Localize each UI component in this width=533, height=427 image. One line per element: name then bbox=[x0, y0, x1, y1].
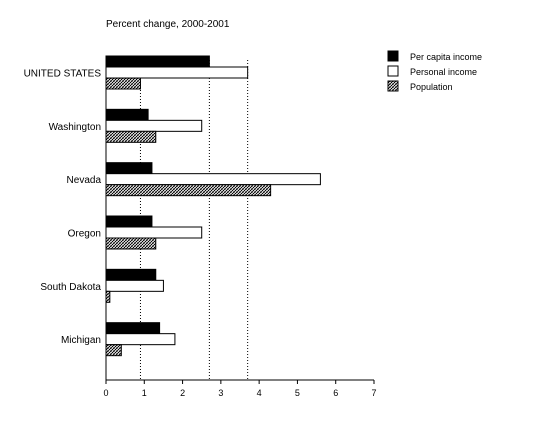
x-tick-label-2: 2 bbox=[180, 388, 185, 398]
bar-1-3 bbox=[105, 162, 153, 175]
x-tick-label-5: 5 bbox=[295, 388, 300, 398]
bar-1-2 bbox=[105, 108, 149, 121]
category-label-4: Oregon bbox=[68, 229, 101, 240]
category-label-3: Nevada bbox=[67, 175, 102, 186]
bar-2-2 bbox=[105, 119, 203, 132]
x-tick-label-1: 1 bbox=[142, 388, 147, 398]
x-axis bbox=[105, 60, 374, 381]
bar-2-4 bbox=[105, 226, 203, 239]
bar-2-6 bbox=[105, 333, 176, 346]
bar-2-3 bbox=[105, 173, 321, 186]
legend-label-3: Population bbox=[410, 82, 453, 92]
category-label-5: South Dakota bbox=[40, 282, 101, 293]
bar-3-3 bbox=[105, 184, 272, 197]
bar-2-5 bbox=[105, 279, 164, 292]
x-tick-label-6: 6 bbox=[333, 388, 338, 398]
legend: Per capita income Personal income Populati… bbox=[387, 50, 482, 92]
bar-3-5 bbox=[105, 290, 111, 303]
x-tick-label-4: 4 bbox=[257, 388, 262, 398]
bar-2-1 bbox=[105, 66, 249, 79]
category-label-6: Michigan bbox=[61, 335, 101, 346]
bar-3-4 bbox=[105, 237, 157, 250]
bar-3-6 bbox=[105, 344, 122, 357]
bar-3-2 bbox=[105, 130, 157, 143]
category-label-1: UNITED STATES bbox=[24, 69, 102, 80]
chart-title: Percent change, 2000-2001 bbox=[106, 19, 230, 30]
x-tick-label-7: 7 bbox=[371, 388, 376, 398]
category-label-2: Washington bbox=[49, 122, 101, 133]
bar-1-1 bbox=[105, 55, 210, 68]
legend-swatch-1 bbox=[387, 50, 399, 62]
legend-swatch-2 bbox=[387, 65, 399, 77]
bar-1-4 bbox=[105, 215, 153, 228]
legend-label-1: Per capita income bbox=[410, 52, 482, 62]
bar-3-1 bbox=[105, 77, 141, 90]
bar-1-6 bbox=[105, 322, 161, 335]
legend-label-2: Personal income bbox=[410, 67, 477, 77]
x-tick-label-3: 3 bbox=[218, 388, 223, 398]
x-tick-label-0: 0 bbox=[103, 388, 108, 398]
bar-1-5 bbox=[105, 268, 157, 281]
legend-swatch-3 bbox=[387, 80, 399, 92]
